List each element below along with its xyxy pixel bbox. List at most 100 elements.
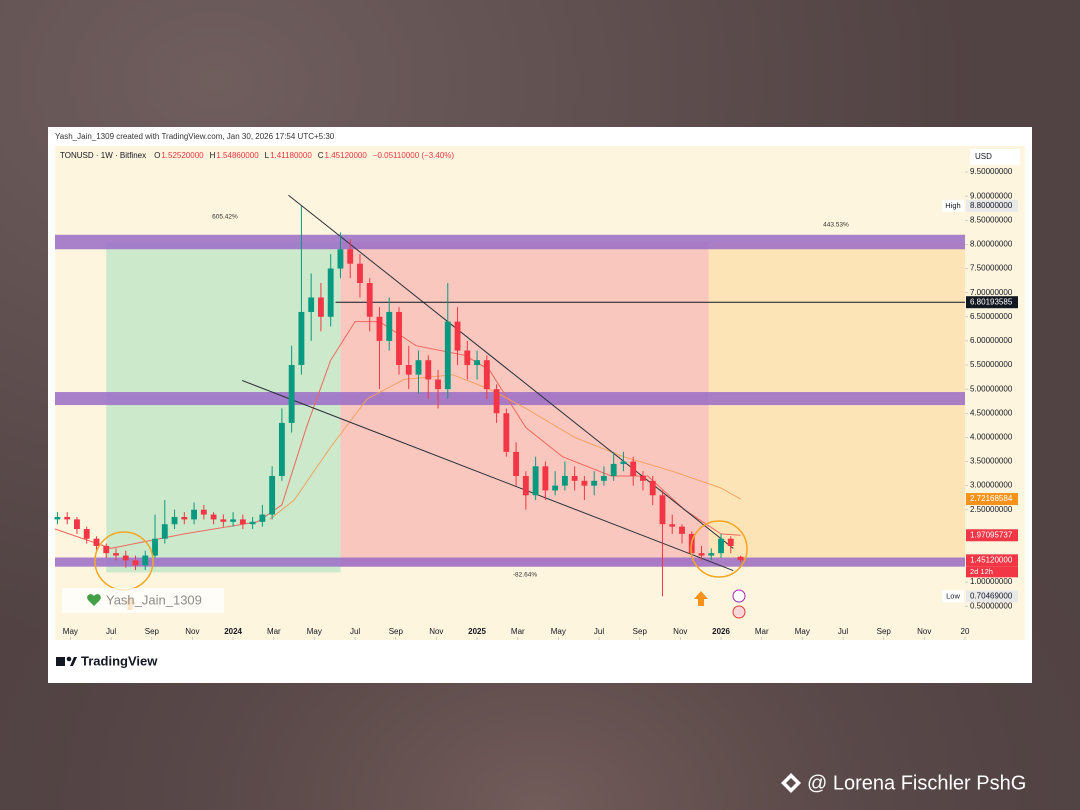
- candle-body: [571, 475, 578, 481]
- candle-body: [493, 389, 500, 414]
- credit-icon: [781, 773, 801, 793]
- watermark: Yash_Jain_1309: [106, 592, 202, 607]
- x-tick-label: Sep: [877, 627, 892, 636]
- price-tag-bg: [966, 529, 1018, 542]
- price-tag-name: Low: [946, 591, 960, 600]
- candle-body: [230, 519, 237, 522]
- currency-box: [970, 149, 1020, 165]
- x-tick-label: Mar: [511, 627, 525, 636]
- candle-body: [103, 545, 110, 554]
- price-tag: 2.72168584: [970, 494, 1013, 503]
- boxes: [106, 242, 965, 573]
- candles: [54, 205, 744, 597]
- percent-label: 443.53%: [823, 222, 849, 229]
- price-tag: 8.80000000: [970, 201, 1013, 210]
- candle-body: [591, 480, 598, 486]
- candle-body: [532, 466, 539, 496]
- candle-body: [83, 529, 90, 539]
- logo-mark: [66, 656, 72, 662]
- x-tick-label: Nov: [429, 627, 443, 636]
- x-tick-label: Jul: [594, 627, 604, 636]
- candle-body: [425, 360, 432, 380]
- moving-average: [54, 321, 741, 549]
- candle-body: [435, 379, 441, 390]
- x-tick-label: Sep: [389, 627, 404, 636]
- hline-tag-bg: [966, 296, 1018, 309]
- candle-body: [581, 480, 588, 486]
- x-tick-label: Nov: [917, 627, 931, 636]
- symbol: TONUSD · 1W · Bitfinex: [60, 151, 146, 160]
- candle-body: [122, 555, 129, 561]
- event-icon: [732, 605, 746, 619]
- candle-body: [561, 475, 568, 486]
- candle-body: [337, 249, 344, 269]
- x-tick-label: 20: [961, 627, 970, 636]
- zone: [55, 557, 965, 567]
- percent-label: 605.42%: [212, 214, 238, 221]
- candle-body: [327, 268, 334, 317]
- x-tick-label: May: [551, 627, 566, 636]
- event-icon: [732, 589, 746, 603]
- candle-body: [132, 560, 139, 566]
- y-tick-label: 8.50000000: [970, 215, 1013, 224]
- x-tick-label: Mar: [755, 627, 769, 636]
- trendline: [288, 194, 734, 549]
- price-tag-bg: [966, 493, 1018, 506]
- x-tick-label: May: [307, 627, 322, 636]
- y-tick-label: 0.50000000: [970, 601, 1013, 610]
- percent-label: -82.64%: [513, 572, 537, 579]
- ohlc-value: 1.41180000: [270, 151, 312, 160]
- x-tick-label: Jul: [838, 627, 848, 636]
- candle-body: [415, 360, 422, 375]
- candle-body: [513, 451, 520, 476]
- y-tick-label: 5.00000000: [970, 384, 1013, 393]
- ohlc-value: 1.54860000: [216, 151, 259, 160]
- highlight-circle: [690, 520, 748, 578]
- price-tag-bg: [966, 590, 1018, 603]
- y-tick-label: 6.50000000: [970, 312, 1013, 321]
- ohlc-key: L: [265, 151, 270, 160]
- y-tick-label: 4.50000000: [970, 408, 1013, 417]
- candle-body: [181, 516, 188, 520]
- candle-body: [620, 461, 627, 464]
- y-tick-label: 8.00000000: [970, 240, 1013, 249]
- candle-body: [522, 475, 529, 496]
- ohlc-key: H: [210, 151, 216, 160]
- candle-body: [396, 311, 402, 366]
- y-tick-label: 6.00000000: [970, 336, 1013, 345]
- candle-body: [708, 553, 715, 556]
- candle-body: [718, 538, 724, 554]
- x-tick-label: 2024: [224, 627, 242, 636]
- candle-body: [249, 521, 256, 525]
- x-tick-label: Jul: [350, 627, 360, 636]
- y-tick-label: 3.00000000: [970, 481, 1013, 490]
- candle-body: [474, 360, 480, 366]
- candle-body: [483, 360, 490, 390]
- arrow-up: [694, 591, 708, 606]
- candle-body: [161, 524, 168, 539]
- x-tick-label: Sep: [145, 627, 160, 636]
- y-tick-label: 5.50000000: [970, 360, 1013, 369]
- x-tick-label: May: [795, 627, 810, 636]
- candle-body: [649, 480, 656, 496]
- x-tick-label: Mar: [267, 627, 281, 636]
- heart-icon: [87, 594, 101, 606]
- candle-body: [200, 509, 207, 515]
- candle-body: [142, 555, 149, 566]
- y-tick-label: 2.50000000: [970, 505, 1013, 514]
- candle-body: [640, 475, 646, 481]
- x-tick-label: May: [63, 627, 78, 636]
- y-tick-label: 7.50000000: [970, 264, 1013, 273]
- candle-body: [191, 509, 197, 520]
- zone: [55, 234, 965, 250]
- candle-body: [298, 311, 305, 366]
- candle-body: [601, 475, 607, 481]
- candle-body: [357, 263, 363, 284]
- price-tag-bg: [966, 554, 1018, 567]
- price-tag-sub-bg: [966, 566, 1018, 578]
- candle-body: [171, 516, 178, 525]
- zone: [55, 392, 965, 406]
- credit: @ Lorena Fischler PshG: [807, 772, 1026, 794]
